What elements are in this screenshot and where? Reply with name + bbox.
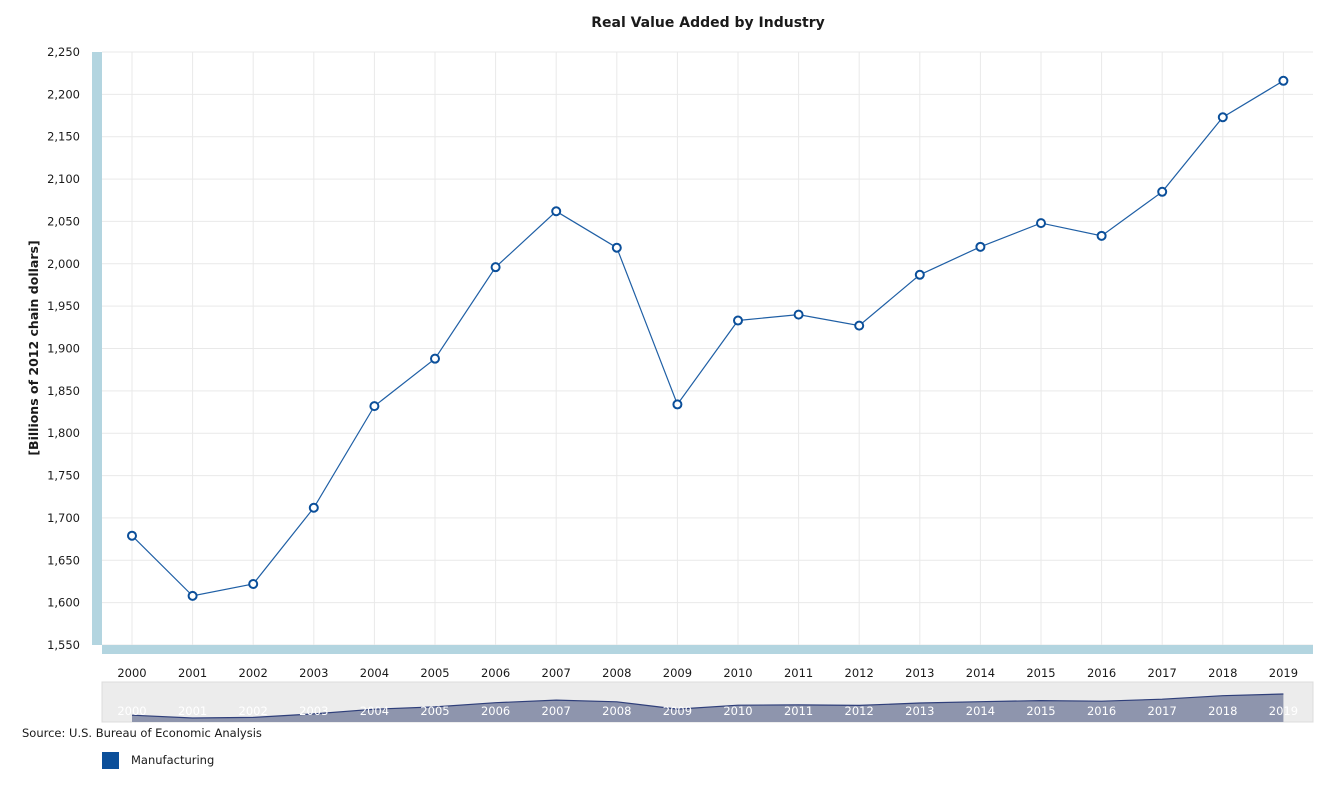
data-point[interactable] xyxy=(611,242,622,253)
navigator-tick-label: 2004 xyxy=(360,704,389,718)
x-tick-label: 2016 xyxy=(1087,666,1116,680)
navigator-tick-label: 2003 xyxy=(299,704,328,718)
data-point[interactable] xyxy=(1157,186,1168,197)
x-tick-label: 2017 xyxy=(1148,666,1177,680)
data-point[interactable] xyxy=(187,590,198,601)
navigator-tick-label: 2016 xyxy=(1087,704,1116,718)
y-tick-label: 1,600 xyxy=(47,596,80,610)
navigator-tick-label: 2009 xyxy=(663,704,692,718)
data-point[interactable] xyxy=(793,309,804,320)
y-tick-label: 2,200 xyxy=(47,87,80,101)
x-tick-label: 2011 xyxy=(784,666,813,680)
data-point[interactable] xyxy=(1278,75,1289,86)
legend[interactable]: Manufacturing xyxy=(102,752,214,769)
x-tick-label: 2000 xyxy=(117,666,146,680)
y-tick-label: 1,550 xyxy=(47,638,80,652)
x-tick-label: 2003 xyxy=(299,666,328,680)
x-tick-label: 2018 xyxy=(1208,666,1237,680)
data-point[interactable] xyxy=(490,262,501,273)
y-axis-label: [Billions of 2012 chain dollars] xyxy=(26,240,41,455)
x-tick-label: 2005 xyxy=(420,666,449,680)
legend-label: Manufacturing xyxy=(131,753,214,767)
navigator-tick-label: 2002 xyxy=(239,704,268,718)
x-tick-label: 2012 xyxy=(845,666,874,680)
navigator-tick-label: 2008 xyxy=(602,704,631,718)
y-tick-label: 2,000 xyxy=(47,257,80,271)
y-tick-label: 1,800 xyxy=(47,426,80,440)
navigator-tick-label: 2018 xyxy=(1208,704,1237,718)
source-note: Source: U.S. Bureau of Economic Analysis xyxy=(22,726,262,740)
navigator-tick-label: 2017 xyxy=(1148,704,1177,718)
data-point[interactable] xyxy=(248,579,259,590)
y-tick-label: 2,150 xyxy=(47,130,80,144)
data-point[interactable] xyxy=(1036,218,1046,229)
x-tick-label: 2014 xyxy=(966,666,995,680)
y-tick-label: 1,750 xyxy=(47,469,80,483)
navigator-labels: 2000 2001 2002 2003 2004 2005 2006 2007 2008 2009… xyxy=(117,704,1298,718)
x-axis-band xyxy=(102,645,1313,654)
x-tick-label: 2015 xyxy=(1026,666,1055,680)
x-tick-label: 2001 xyxy=(178,666,207,680)
data-point[interactable] xyxy=(854,320,865,331)
data-point[interactable] xyxy=(1217,112,1228,123)
data-point[interactable] xyxy=(369,401,380,412)
data-point[interactable] xyxy=(551,206,562,217)
x-tick-label: 2008 xyxy=(602,666,631,680)
x-tick-label: 2002 xyxy=(239,666,268,680)
x-tick-label: 2004 xyxy=(360,666,389,680)
data-point[interactable] xyxy=(430,353,440,364)
navigator-tick-label: 2014 xyxy=(966,704,995,718)
navigator-tick-label: 2015 xyxy=(1026,704,1055,718)
navigator-tick-label: 2012 xyxy=(845,704,874,718)
y-tick-label: 1,700 xyxy=(47,511,80,525)
navigator-area xyxy=(132,694,1284,722)
data-point[interactable] xyxy=(127,530,137,541)
series-line xyxy=(131,80,1284,597)
series-manufacturing xyxy=(127,75,1289,601)
y-tick-label: 1,650 xyxy=(47,553,80,567)
navigator-tick-label: 2010 xyxy=(723,704,752,718)
y-axis-band xyxy=(92,52,102,645)
grid xyxy=(102,51,1313,646)
data-point[interactable] xyxy=(975,241,986,252)
y-tick-label: 2,100 xyxy=(47,172,80,186)
navigator-tick-label: 2001 xyxy=(178,704,207,718)
navigator-line xyxy=(131,693,1284,719)
x-tick-label: 2006 xyxy=(481,666,510,680)
x-axis-ticks: 2000 2001 2002 2003 2004 2005 2006 2007 2008 2009… xyxy=(117,666,1298,680)
navigator-tick-label: 2019 xyxy=(1269,704,1298,718)
navigator-tick-label: 2013 xyxy=(905,704,934,718)
data-point[interactable] xyxy=(672,399,683,410)
x-tick-label: 2009 xyxy=(663,666,692,680)
navigator-tick-label: 2006 xyxy=(481,704,510,718)
navigator-tick-label: 2000 xyxy=(117,704,146,718)
navigator-tick-label: 2005 xyxy=(420,704,449,718)
x-tick-label: 2019 xyxy=(1269,666,1298,680)
data-point[interactable] xyxy=(733,315,743,326)
y-tick-label: 1,850 xyxy=(47,384,80,398)
navigator[interactable]: 2000 2001 2002 2003 2004 2005 2006 2007 2008 2009… xyxy=(101,681,1314,723)
x-tick-label: 2013 xyxy=(905,666,934,680)
navigator-tick-label: 2007 xyxy=(542,704,571,718)
data-point[interactable] xyxy=(914,269,925,280)
y-tick-label: 1,900 xyxy=(47,342,80,356)
y-axis-ticks: 1,550 1,600 1,650 1,700 1,750 1,800 1,850 1,900… xyxy=(47,45,80,652)
data-point[interactable] xyxy=(1096,230,1107,241)
y-tick-label: 2,050 xyxy=(47,214,80,228)
chart-title: Real Value Added by Industry xyxy=(591,15,825,31)
navigator-tick-label: 2011 xyxy=(784,704,813,718)
legend-swatch xyxy=(102,752,119,769)
data-point[interactable] xyxy=(308,502,319,513)
y-tick-label: 2,250 xyxy=(47,45,80,59)
x-tick-label: 2010 xyxy=(723,666,752,680)
y-tick-label: 1,950 xyxy=(47,299,80,313)
x-tick-label: 2007 xyxy=(542,666,571,680)
